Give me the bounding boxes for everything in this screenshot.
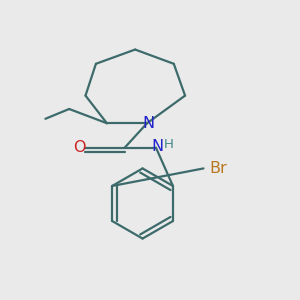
Text: H: H — [164, 138, 173, 151]
Text: N: N — [142, 116, 154, 131]
Text: O: O — [73, 140, 85, 155]
Text: Br: Br — [209, 161, 227, 176]
Text: N: N — [151, 139, 163, 154]
